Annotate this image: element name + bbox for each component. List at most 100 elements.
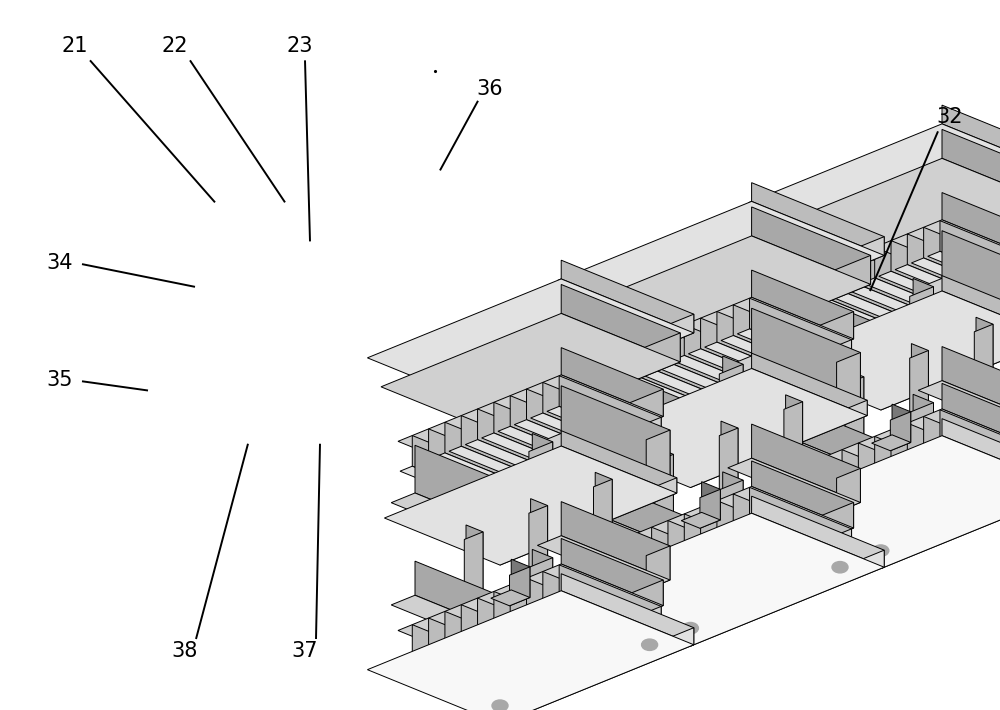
Polygon shape	[913, 394, 934, 437]
Polygon shape	[461, 605, 563, 675]
Polygon shape	[750, 298, 852, 371]
Polygon shape	[600, 626, 612, 660]
Polygon shape	[883, 511, 895, 545]
Polygon shape	[924, 417, 1000, 487]
Text: 36: 36	[477, 79, 503, 99]
Polygon shape	[449, 634, 563, 680]
Polygon shape	[465, 439, 580, 486]
Polygon shape	[502, 666, 514, 700]
Polygon shape	[705, 530, 819, 576]
Polygon shape	[797, 305, 911, 351]
Polygon shape	[656, 550, 770, 596]
Polygon shape	[558, 513, 884, 646]
Polygon shape	[619, 351, 721, 424]
Polygon shape	[584, 444, 596, 479]
Polygon shape	[384, 446, 677, 565]
Polygon shape	[547, 594, 661, 640]
Polygon shape	[997, 464, 1000, 498]
Polygon shape	[688, 349, 803, 395]
Polygon shape	[692, 400, 705, 435]
Polygon shape	[551, 646, 563, 680]
Polygon shape	[942, 129, 1000, 207]
Polygon shape	[535, 464, 547, 499]
Polygon shape	[948, 295, 960, 331]
Polygon shape	[652, 528, 754, 598]
Polygon shape	[892, 404, 911, 442]
Polygon shape	[398, 375, 663, 483]
Polygon shape	[932, 302, 944, 338]
Polygon shape	[752, 353, 867, 415]
Text: 21: 21	[62, 36, 88, 56]
Text: 34: 34	[47, 253, 73, 273]
Polygon shape	[728, 458, 860, 512]
Polygon shape	[932, 491, 944, 525]
Polygon shape	[588, 297, 854, 405]
Polygon shape	[531, 498, 548, 592]
Polygon shape	[741, 380, 754, 415]
Polygon shape	[752, 308, 860, 400]
Polygon shape	[813, 485, 928, 532]
Polygon shape	[514, 420, 629, 466]
Polygon shape	[781, 498, 895, 545]
Polygon shape	[717, 501, 819, 571]
Polygon shape	[911, 344, 928, 437]
Polygon shape	[510, 395, 612, 468]
Polygon shape	[881, 178, 1000, 280]
Text: 23: 23	[287, 36, 313, 56]
Polygon shape	[391, 595, 524, 649]
Polygon shape	[561, 348, 663, 416]
Polygon shape	[723, 472, 743, 514]
Polygon shape	[721, 336, 835, 382]
Polygon shape	[997, 275, 1000, 311]
Polygon shape	[415, 445, 524, 537]
Polygon shape	[433, 640, 547, 687]
Polygon shape	[449, 447, 563, 493]
Polygon shape	[594, 479, 612, 574]
Polygon shape	[690, 503, 854, 594]
Polygon shape	[447, 612, 483, 626]
Polygon shape	[875, 247, 977, 320]
Polygon shape	[690, 412, 714, 469]
Polygon shape	[752, 496, 884, 567]
Polygon shape	[433, 453, 547, 499]
Polygon shape	[500, 628, 694, 710]
Polygon shape	[728, 356, 860, 410]
Polygon shape	[500, 389, 663, 483]
Polygon shape	[790, 360, 803, 395]
Polygon shape	[464, 532, 483, 626]
Polygon shape	[737, 329, 852, 376]
Polygon shape	[415, 561, 524, 640]
Polygon shape	[702, 508, 738, 523]
Polygon shape	[891, 430, 993, 501]
Polygon shape	[913, 278, 934, 334]
Polygon shape	[881, 322, 1000, 410]
Text: 37: 37	[292, 641, 318, 661]
Polygon shape	[461, 415, 563, 488]
Polygon shape	[690, 550, 884, 646]
Circle shape	[873, 545, 889, 556]
Polygon shape	[723, 356, 743, 412]
Polygon shape	[752, 461, 854, 528]
Polygon shape	[491, 590, 530, 606]
Polygon shape	[737, 516, 852, 563]
Polygon shape	[957, 404, 993, 419]
Polygon shape	[508, 481, 553, 499]
Polygon shape	[590, 388, 705, 435]
Polygon shape	[532, 550, 553, 591]
Polygon shape	[518, 471, 531, 506]
Polygon shape	[823, 346, 835, 382]
Polygon shape	[445, 611, 547, 682]
Polygon shape	[508, 584, 553, 601]
Polygon shape	[907, 234, 1000, 306]
Polygon shape	[465, 627, 580, 674]
Polygon shape	[367, 591, 694, 710]
Polygon shape	[705, 342, 819, 388]
Polygon shape	[786, 395, 803, 488]
Polygon shape	[790, 549, 803, 583]
Polygon shape	[633, 424, 645, 459]
Polygon shape	[891, 241, 993, 313]
Polygon shape	[828, 457, 864, 471]
Polygon shape	[881, 450, 905, 494]
Polygon shape	[899, 505, 911, 538]
Polygon shape	[758, 562, 770, 596]
